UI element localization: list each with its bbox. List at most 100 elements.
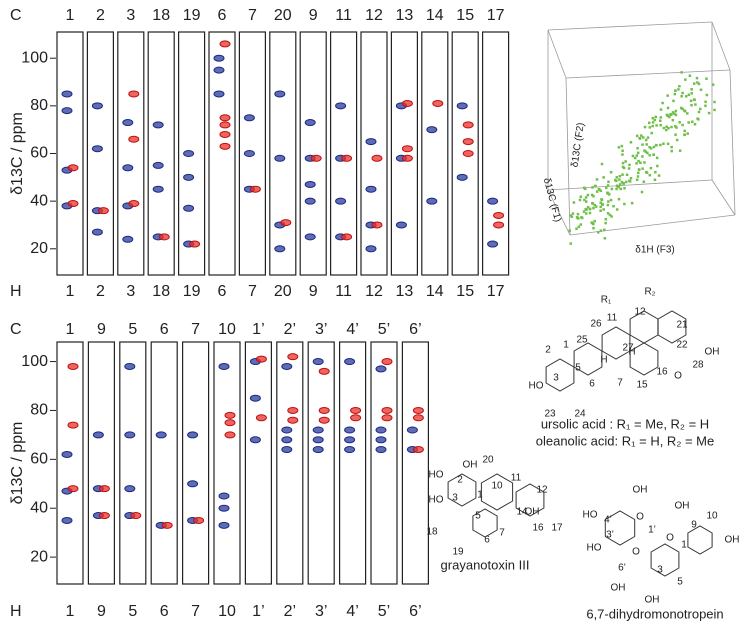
strip — [87, 341, 116, 585]
peak — [122, 235, 134, 243]
atom-label: OH — [525, 507, 540, 518]
cube-point — [671, 118, 675, 122]
column-label: 2 — [96, 283, 105, 300]
atom-label: 2 — [545, 345, 551, 356]
atom-label: 10 — [491, 481, 503, 492]
cube-point — [670, 145, 673, 149]
peak — [152, 185, 164, 193]
strip — [360, 31, 388, 276]
peak — [91, 145, 103, 153]
atom-label: OH — [611, 583, 626, 594]
cube-point — [621, 161, 625, 165]
column-label: 1’ — [252, 603, 264, 620]
column-label: 7 — [191, 321, 200, 338]
peak — [67, 421, 79, 429]
peak — [462, 150, 474, 157]
cube-point — [621, 149, 624, 152]
cube-point — [618, 183, 622, 186]
strip — [150, 341, 178, 585]
cube-point — [641, 155, 644, 158]
column-label: 19 — [183, 7, 201, 24]
cube-point — [681, 91, 684, 95]
atom-label: 2 — [457, 475, 463, 486]
atom-label: 3 — [657, 565, 663, 576]
cube-point — [674, 125, 677, 128]
peak — [395, 221, 407, 229]
cube-point — [635, 134, 639, 138]
cube-point — [690, 103, 693, 107]
cube-point — [600, 198, 603, 201]
cube-point — [690, 88, 693, 91]
axis-label: δ13C / ppm — [9, 112, 26, 195]
cube-point — [665, 125, 668, 128]
cube-point — [636, 151, 640, 155]
peak — [61, 107, 73, 115]
strip — [401, 341, 429, 585]
cube-point — [584, 187, 587, 191]
column-label: 3 — [126, 7, 135, 24]
peak — [281, 446, 293, 454]
cube-point — [607, 200, 610, 203]
cube-point — [670, 125, 673, 129]
cube-point — [649, 166, 653, 170]
cube-point — [683, 129, 686, 133]
atom-label: HO — [429, 470, 444, 481]
cube-point — [669, 112, 672, 116]
cube-point — [644, 150, 648, 154]
inset-axis-label: δ1H (F3) — [635, 245, 674, 256]
cube-point — [608, 213, 612, 217]
cube-point — [619, 187, 623, 191]
cube-point — [615, 184, 619, 187]
strip — [276, 341, 304, 585]
cube-point — [713, 100, 716, 104]
column-label: 9 — [97, 321, 106, 338]
peak — [67, 485, 79, 493]
column-label: 1 — [66, 603, 75, 620]
atom-label: 22 — [676, 340, 688, 351]
atom-label: 11 — [607, 313, 618, 324]
cube-edge — [547, 179, 713, 191]
cube-point — [638, 136, 641, 140]
peak — [456, 173, 468, 181]
strip — [213, 341, 241, 585]
cube-point — [657, 174, 661, 177]
cube-point — [590, 221, 593, 224]
strip — [56, 341, 84, 585]
column-label: 17 — [487, 7, 505, 24]
peak — [158, 233, 170, 241]
peak — [287, 416, 299, 424]
column-label: 1 — [66, 321, 75, 338]
cube-point — [713, 108, 716, 112]
cube-point — [662, 142, 665, 145]
y-tick-label: 60 — [30, 145, 48, 162]
peak — [255, 414, 267, 422]
strip — [182, 341, 210, 585]
column-label: 6 — [218, 7, 227, 24]
y-tick-label: 20 — [30, 240, 48, 257]
cube-point — [606, 212, 610, 215]
atom-label: 1 — [681, 540, 687, 551]
column-label: 12 — [365, 7, 383, 24]
column-label: 11 — [335, 7, 352, 24]
cube-point — [648, 153, 651, 157]
column-label: 17 — [487, 283, 505, 300]
cube-point — [639, 161, 642, 165]
cube-point — [617, 146, 621, 149]
cube-edge — [547, 21, 713, 31]
peak — [124, 362, 136, 370]
peak — [219, 142, 231, 150]
cube-point — [599, 189, 603, 193]
atom-label: H — [600, 355, 607, 366]
column-label: 14 — [426, 7, 444, 24]
cube-point — [568, 229, 571, 232]
c-label: C — [10, 7, 22, 24]
cube-point — [591, 186, 594, 189]
cube-point — [667, 127, 670, 130]
column-label: 5’ — [378, 603, 390, 620]
cube-point — [593, 203, 596, 207]
peak — [401, 99, 413, 107]
peak — [318, 406, 330, 414]
cube-point — [681, 123, 684, 127]
column-label: 20 — [274, 7, 292, 24]
cube-edge — [547, 189, 571, 236]
